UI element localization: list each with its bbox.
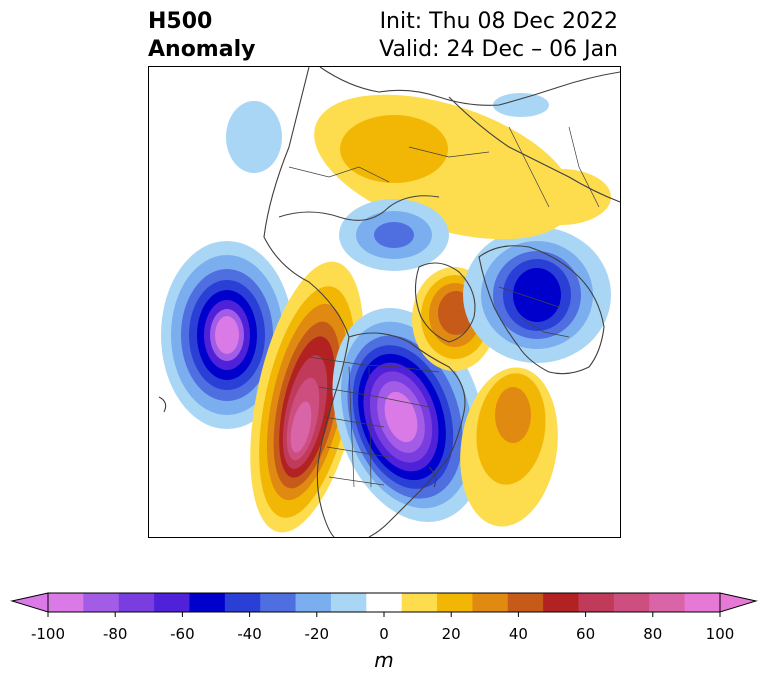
colorbar-tick-label: 100 <box>705 625 735 643</box>
colorbar-segment <box>330 593 367 612</box>
colorbar-tick-marks <box>47 612 721 617</box>
colorbar-segment <box>118 593 155 612</box>
map-canvas <box>158 67 620 537</box>
colorbar-segment <box>260 593 297 612</box>
north-pacific-low <box>161 241 293 429</box>
colorbar-extend-low <box>10 592 49 613</box>
north-atlantic-high <box>460 367 558 527</box>
coastlines <box>158 67 620 537</box>
political-boundaries <box>288 126 600 488</box>
field-title: H500 Anomaly <box>148 8 255 64</box>
colorbar-tick-label: -80 <box>102 625 128 643</box>
colorbar-segment <box>154 593 190 612</box>
colorbar-tick-label: -100 <box>30 625 66 643</box>
colorbar-tick-label: 60 <box>576 625 596 643</box>
colorbar-extend-high <box>719 592 758 613</box>
colorbar-segment <box>401 593 438 612</box>
valid-date: Valid: 24 Dec – 06 Jan <box>379 37 618 62</box>
colorbar-segment <box>366 593 403 612</box>
colorbar-segment <box>189 593 226 612</box>
colorbar-tick-label: 20 <box>441 625 461 643</box>
colorbar <box>10 592 758 617</box>
colorbar-tick-label: 80 <box>643 625 663 643</box>
colorbar-segments <box>48 593 721 612</box>
alaska-low <box>226 101 282 173</box>
colorbar-segment <box>48 593 84 612</box>
east-asia-low <box>493 93 549 117</box>
colorbar-tick-label: -20 <box>304 625 330 643</box>
colorbar-tick-label: 0 <box>379 625 389 643</box>
colorbar-segment <box>437 593 473 612</box>
colorbar-tick-label: -40 <box>237 625 262 643</box>
anomaly-map <box>148 66 621 538</box>
date-title: Init: Thu 08 Dec 2022 Valid: 24 Dec – 06… <box>379 8 618 64</box>
west-america-ridge <box>250 261 364 533</box>
field-title-line1: H500 <box>148 9 213 34</box>
colorbar-segment <box>507 593 544 612</box>
colorbar-segment <box>472 593 509 612</box>
colorbar-segment <box>83 593 120 612</box>
colorbar-segment <box>578 593 615 612</box>
colorbar-segment <box>543 593 580 612</box>
init-date: Init: Thu 08 Dec 2022 <box>379 9 618 34</box>
colorbar-unit: m <box>374 648 394 672</box>
colorbar-segment <box>613 593 650 612</box>
colorbar-tick-label: 40 <box>508 625 528 643</box>
europe-low <box>463 227 611 363</box>
colorbar-segment <box>295 593 332 612</box>
field-title-line2: Anomaly <box>148 37 256 62</box>
colorbar-tick-label: -60 <box>170 625 195 643</box>
colorbar-segment <box>649 593 686 612</box>
arctic-low <box>339 199 449 271</box>
colorbar-segment <box>224 593 261 612</box>
colorbar-segment <box>684 593 721 612</box>
